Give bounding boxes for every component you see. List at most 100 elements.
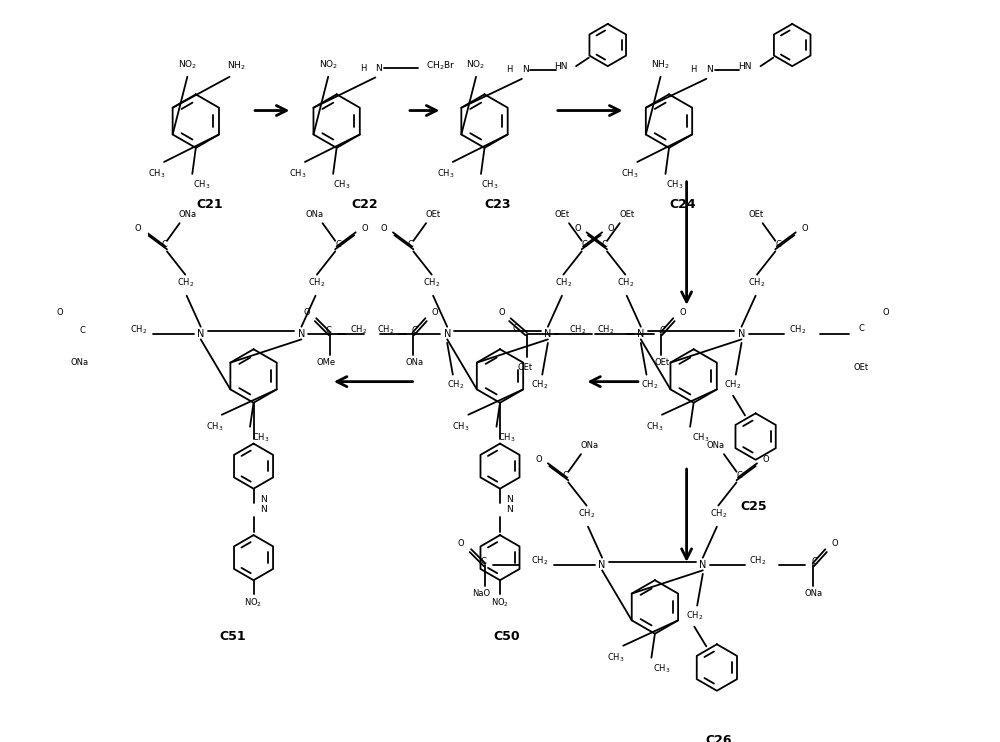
Text: CH$_3$: CH$_3$ bbox=[646, 421, 664, 433]
Text: O: O bbox=[432, 308, 439, 317]
Text: NO$_2$: NO$_2$ bbox=[244, 597, 263, 609]
Text: ONa: ONa bbox=[580, 441, 598, 450]
Text: O: O bbox=[303, 308, 310, 317]
Text: C26: C26 bbox=[705, 735, 732, 742]
Text: N: N bbox=[376, 64, 382, 73]
Text: CH$_2$Br: CH$_2$Br bbox=[426, 60, 456, 73]
Text: OEt: OEt bbox=[426, 209, 441, 219]
Text: CH$_3$: CH$_3$ bbox=[193, 178, 210, 191]
Text: C50: C50 bbox=[494, 630, 520, 643]
Text: NO$_2$: NO$_2$ bbox=[466, 59, 486, 71]
Text: CH$_3$: CH$_3$ bbox=[452, 421, 470, 433]
Text: O: O bbox=[381, 223, 387, 233]
Text: N: N bbox=[738, 329, 745, 339]
Text: CH$_2$: CH$_2$ bbox=[748, 277, 766, 289]
Text: C: C bbox=[582, 240, 587, 249]
Text: H: H bbox=[360, 64, 367, 73]
Text: CH$_2$: CH$_2$ bbox=[686, 610, 703, 623]
Text: N: N bbox=[197, 329, 204, 339]
Text: C51: C51 bbox=[219, 630, 246, 643]
Text: C: C bbox=[79, 326, 85, 335]
Text: CH$_2$: CH$_2$ bbox=[423, 277, 440, 289]
Text: C: C bbox=[601, 240, 607, 249]
Text: O: O bbox=[802, 223, 808, 233]
Text: CH$_2$: CH$_2$ bbox=[578, 508, 595, 520]
Text: CH$_3$: CH$_3$ bbox=[252, 432, 269, 444]
Text: C: C bbox=[563, 470, 568, 480]
Text: NH$_2$: NH$_2$ bbox=[651, 59, 670, 71]
Text: OEt: OEt bbox=[554, 209, 570, 219]
Text: C25: C25 bbox=[740, 500, 767, 513]
Text: O: O bbox=[608, 223, 615, 233]
Text: CH$_2$: CH$_2$ bbox=[710, 508, 727, 520]
Text: ONa: ONa bbox=[405, 358, 423, 367]
Text: OEt: OEt bbox=[654, 358, 670, 367]
Text: H: H bbox=[506, 65, 512, 74]
Text: ONa: ONa bbox=[805, 589, 823, 598]
Text: CH$_2$: CH$_2$ bbox=[377, 324, 394, 336]
Text: O: O bbox=[57, 308, 63, 317]
Text: CH$_2$: CH$_2$ bbox=[130, 324, 147, 336]
Text: N: N bbox=[544, 329, 552, 339]
Text: CH$_3$: CH$_3$ bbox=[621, 168, 639, 180]
Text: O: O bbox=[498, 308, 505, 317]
Text: N: N bbox=[260, 495, 267, 504]
Text: C: C bbox=[660, 326, 666, 335]
Text: ONa: ONa bbox=[706, 441, 725, 450]
Text: CH$_2$: CH$_2$ bbox=[789, 324, 807, 336]
Text: CH$_2$: CH$_2$ bbox=[308, 277, 326, 289]
Text: CH$_2$: CH$_2$ bbox=[749, 555, 766, 568]
Text: OEt: OEt bbox=[748, 209, 763, 219]
Text: C21: C21 bbox=[197, 197, 223, 211]
Text: NO$_2$: NO$_2$ bbox=[178, 59, 197, 71]
Text: C: C bbox=[513, 324, 518, 333]
Text: C: C bbox=[335, 240, 341, 249]
Text: CH$_3$: CH$_3$ bbox=[481, 178, 499, 191]
Text: OMe: OMe bbox=[317, 358, 336, 367]
Text: CH$_3$: CH$_3$ bbox=[333, 178, 351, 191]
Text: C24: C24 bbox=[670, 197, 696, 211]
Text: N: N bbox=[637, 329, 645, 339]
Text: OEt: OEt bbox=[619, 209, 634, 219]
Text: ONa: ONa bbox=[305, 209, 323, 219]
Text: ONa: ONa bbox=[71, 358, 89, 367]
Text: N: N bbox=[298, 329, 305, 339]
Text: OEt: OEt bbox=[517, 363, 532, 372]
Text: CH$_2$: CH$_2$ bbox=[177, 277, 194, 289]
Text: CH$_3$: CH$_3$ bbox=[666, 178, 683, 191]
Text: C23: C23 bbox=[484, 197, 510, 211]
Text: CH$_2$: CH$_2$ bbox=[724, 379, 742, 391]
Text: O: O bbox=[458, 539, 465, 548]
Text: O: O bbox=[832, 539, 838, 548]
Text: CH$_2$: CH$_2$ bbox=[350, 324, 368, 336]
Text: O: O bbox=[680, 308, 686, 317]
Text: O: O bbox=[883, 308, 889, 317]
Text: NaO: NaO bbox=[472, 589, 490, 598]
Text: CH$_2$: CH$_2$ bbox=[569, 324, 586, 336]
Text: CH$_3$: CH$_3$ bbox=[437, 168, 455, 180]
Text: C: C bbox=[408, 240, 414, 249]
Text: N: N bbox=[506, 505, 513, 514]
Text: CH$_2$: CH$_2$ bbox=[531, 379, 548, 391]
Text: O: O bbox=[574, 223, 581, 233]
Text: ONa: ONa bbox=[179, 209, 197, 219]
Text: HN: HN bbox=[738, 62, 752, 70]
Text: O: O bbox=[134, 223, 141, 233]
Text: H: H bbox=[690, 65, 697, 74]
Text: N: N bbox=[444, 329, 451, 339]
Text: CH$_2$: CH$_2$ bbox=[555, 277, 572, 289]
Text: C: C bbox=[858, 324, 864, 333]
Text: O: O bbox=[535, 455, 542, 464]
Text: C: C bbox=[161, 240, 167, 249]
Text: N: N bbox=[699, 559, 706, 570]
Text: CH$_3$: CH$_3$ bbox=[206, 421, 224, 433]
Text: CH$_3$: CH$_3$ bbox=[148, 168, 166, 180]
Text: C: C bbox=[811, 556, 817, 565]
Text: C: C bbox=[411, 326, 417, 335]
Text: NH$_2$: NH$_2$ bbox=[227, 60, 246, 73]
Text: C22: C22 bbox=[351, 197, 378, 211]
Text: C: C bbox=[736, 470, 742, 480]
Text: NO$_2$: NO$_2$ bbox=[319, 59, 338, 71]
Text: CH$_2$: CH$_2$ bbox=[617, 277, 634, 289]
Text: C: C bbox=[326, 326, 332, 335]
